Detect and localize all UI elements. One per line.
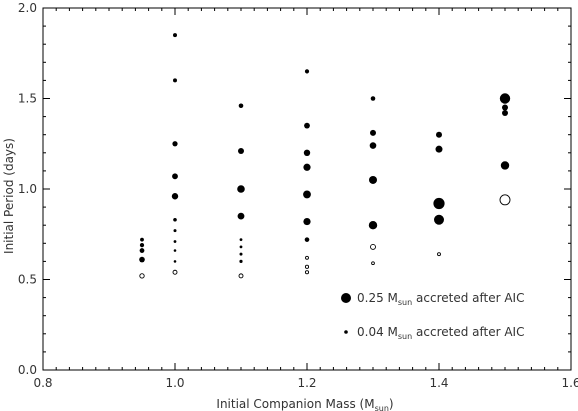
data-point-filled — [434, 214, 444, 225]
plot-area — [42, 7, 572, 371]
plot-frame — [42, 7, 572, 371]
data-point-filled — [304, 237, 310, 242]
y-tick-label: 0.0 — [18, 363, 37, 377]
data-point-filled — [238, 103, 244, 109]
data-point-open — [238, 273, 244, 279]
x-tick-label: 1.4 — [429, 376, 448, 390]
data-point-filled — [173, 217, 177, 222]
data-point-filled — [140, 237, 144, 242]
x-axis-title: Initial Companion Mass (Msun) — [216, 397, 393, 411]
data-point-open — [499, 194, 511, 206]
legend: 0.25 Msun accreted after AIC 0.04 Msun a… — [341, 291, 524, 341]
data-point-filled — [433, 197, 445, 210]
data-point-filled — [139, 248, 145, 253]
data-point-filled — [370, 96, 376, 101]
data-point-open — [437, 252, 441, 257]
data-point-filled — [502, 109, 508, 116]
data-point-filled — [238, 147, 244, 154]
axis-ticks: 0.8 1.0 1.2 1.4 1.6 0.0 0.5 1.0 1.5 2.0 — [18, 1, 578, 390]
y-tick-label: 0.5 — [18, 273, 37, 287]
data-point-open — [305, 255, 309, 260]
data-point-filled — [239, 245, 243, 249]
data-point-open — [139, 273, 145, 279]
data-point-filled — [172, 173, 178, 180]
data-point-filled — [303, 163, 311, 171]
data-point-filled — [303, 217, 311, 226]
data-point-open — [304, 264, 310, 269]
data-point-filled — [304, 69, 310, 74]
data-point-filled — [173, 260, 177, 263]
data-point-filled — [172, 141, 178, 147]
legend-label-large: 0.25 Msun accreted after AIC — [357, 291, 524, 307]
data-point-filled — [502, 104, 508, 111]
x-tick-label: 0.8 — [33, 376, 52, 390]
y-tick-label: 2.0 — [18, 1, 37, 15]
data-point-filled — [173, 33, 177, 38]
data-point-filled — [436, 131, 442, 138]
data-point-open — [304, 270, 310, 275]
data-point-filled — [139, 256, 145, 263]
data-point-filled — [304, 122, 310, 129]
data-point-filled — [369, 175, 377, 184]
x-tick-label: 1.2 — [297, 376, 316, 390]
data-point-filled — [370, 129, 376, 136]
data-point-filled — [139, 243, 145, 248]
data-point-filled — [239, 238, 243, 242]
y-tick-label: 1.5 — [18, 92, 37, 106]
data-point-filled — [237, 212, 245, 220]
data-point-filled — [173, 240, 177, 243]
data-points — [139, 33, 511, 279]
data-point-filled — [239, 252, 243, 256]
y-tick-label: 1.0 — [18, 182, 37, 196]
data-point-filled — [173, 78, 177, 83]
data-point-filled — [173, 229, 177, 233]
data-point-filled — [237, 185, 245, 193]
data-point-filled — [499, 93, 511, 104]
legend-marker-large — [341, 293, 351, 303]
data-point-open — [370, 243, 376, 250]
data-point-filled — [368, 221, 378, 230]
data-point-filled — [173, 249, 177, 252]
data-point-filled — [369, 142, 377, 149]
data-point-open — [371, 261, 375, 266]
data-point-open — [172, 269, 178, 275]
legend-marker-small — [344, 330, 348, 334]
x-tick-label: 1.6 — [561, 376, 578, 390]
data-point-filled — [303, 149, 311, 156]
y-axis-title: Initial Period (days) — [2, 138, 16, 254]
data-point-filled — [500, 161, 510, 170]
data-point-filled — [303, 190, 311, 199]
legend-label-small: 0.04 Msun accreted after AIC — [357, 325, 524, 341]
data-point-filled — [171, 193, 179, 200]
x-tick-label: 1.0 — [165, 376, 184, 390]
data-point-filled — [239, 259, 243, 263]
data-point-filled — [435, 145, 443, 153]
